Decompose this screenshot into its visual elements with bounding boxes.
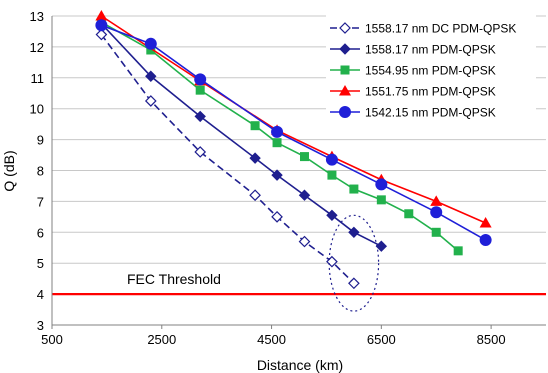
series-4-point-7 — [479, 217, 492, 228]
y-tick-label-11: 11 — [31, 71, 45, 86]
series-2-point-6 — [298, 189, 311, 201]
series-5-point-7 — [430, 206, 443, 219]
y-tick-label-9: 9 — [37, 133, 44, 148]
series-1-point-3 — [194, 146, 207, 158]
series-3-point-11 — [431, 227, 441, 237]
series-3-point-9 — [376, 195, 386, 205]
series-5-point-5 — [325, 153, 338, 166]
legend-marker-3 — [340, 65, 350, 75]
y-tick-label-7: 7 — [37, 194, 44, 209]
series-group — [95, 10, 492, 290]
x-tick-label-8500: 8500 — [477, 332, 506, 347]
legend-label-5: 1542.15 nm PDM-QPSK — [365, 106, 496, 120]
series-5-point-1 — [95, 19, 108, 32]
series-4-point-6 — [430, 195, 443, 206]
y-tick-label-12: 12 — [30, 40, 44, 55]
series-3-point-12 — [453, 246, 463, 256]
y-tick-label-6: 6 — [37, 225, 44, 240]
series-3-line — [101, 21, 459, 252]
series-3-point-10 — [404, 209, 414, 219]
legend-marker-5 — [339, 106, 351, 118]
series-5-point-8 — [479, 234, 492, 247]
series-1-point-1 — [95, 28, 108, 41]
legend-label-1: 1558.17 nm DC PDM-QPSK — [365, 22, 516, 36]
series-3-point-7 — [327, 170, 337, 180]
annotations: FEC Threshold — [127, 214, 380, 312]
series-1-point-2 — [144, 95, 157, 107]
y-tick-label-4: 4 — [37, 287, 44, 302]
series-3-point-6 — [299, 152, 309, 162]
y-tick-label-5: 5 — [37, 256, 44, 271]
series-5-point-4 — [271, 125, 284, 138]
series-2-point-5 — [271, 169, 283, 181]
series-2-point-4 — [249, 152, 261, 164]
series-2-point-9 — [375, 240, 388, 252]
legend: 1558.17 nm DC PDM-QPSK 1558.17 nm PDM-QPS… — [326, 14, 536, 126]
legend-label-3: 1554.95 nm PDM-QPSK — [365, 64, 496, 78]
x-tick-label-6500: 6500 — [367, 332, 396, 347]
series-5-line — [101, 24, 487, 241]
fec-threshold-label: FEC Threshold — [127, 271, 221, 287]
x-axis-title: Distance (km) — [257, 357, 343, 373]
series-1 — [95, 28, 360, 290]
y-axis-title: Q (dB) — [1, 150, 17, 191]
series-5-point-6 — [375, 178, 388, 191]
series-3 — [96, 17, 463, 256]
x-tick-label-2500: 2500 — [147, 332, 176, 347]
series-2-point-3 — [194, 110, 206, 123]
series-4-point-1 — [95, 10, 108, 21]
legend-box — [326, 14, 536, 126]
legend-label-4: 1551.75 nm PDM-QPSK — [365, 85, 496, 99]
x-tick-label-4500: 4500 — [257, 332, 286, 347]
legend-marker-1 — [339, 22, 351, 34]
series-3-point-2 — [146, 45, 156, 55]
series-3-point-4 — [250, 121, 260, 131]
legend-marker-2 — [339, 43, 351, 55]
legend-marker-4 — [339, 85, 351, 96]
series-5-point-2 — [144, 37, 157, 50]
series-2-point-7 — [326, 209, 338, 222]
axes: 3 4 5 6 7 8 9 10 11 12 13 500 2500 4500 6500 8500 — [30, 9, 546, 347]
series-3-point-8 — [349, 184, 359, 194]
series-1-point-5 — [271, 211, 283, 223]
series-3-point-5 — [272, 138, 282, 148]
series-1-point-4 — [249, 189, 261, 202]
series-5-point-3 — [194, 73, 207, 86]
series-3-point-3 — [195, 85, 205, 95]
x-tick-label-500: 500 — [41, 332, 63, 347]
y-tick-label-10: 10 — [30, 102, 44, 117]
y-tick-label-13: 13 — [30, 9, 44, 24]
y-tick-label-8: 8 — [37, 164, 44, 179]
series-2-point-8 — [348, 226, 360, 239]
series-2-point-2 — [145, 70, 157, 82]
highlight-ellipse — [328, 214, 380, 312]
series-5 — [95, 19, 492, 247]
series-1-point-8 — [348, 277, 360, 290]
series-1-line — [100, 34, 355, 284]
series-1-point-6 — [298, 235, 311, 248]
y-tick-label-3: 3 — [37, 318, 44, 333]
legend-label-2: 1558.17 nm PDM-QPSK — [365, 43, 496, 57]
